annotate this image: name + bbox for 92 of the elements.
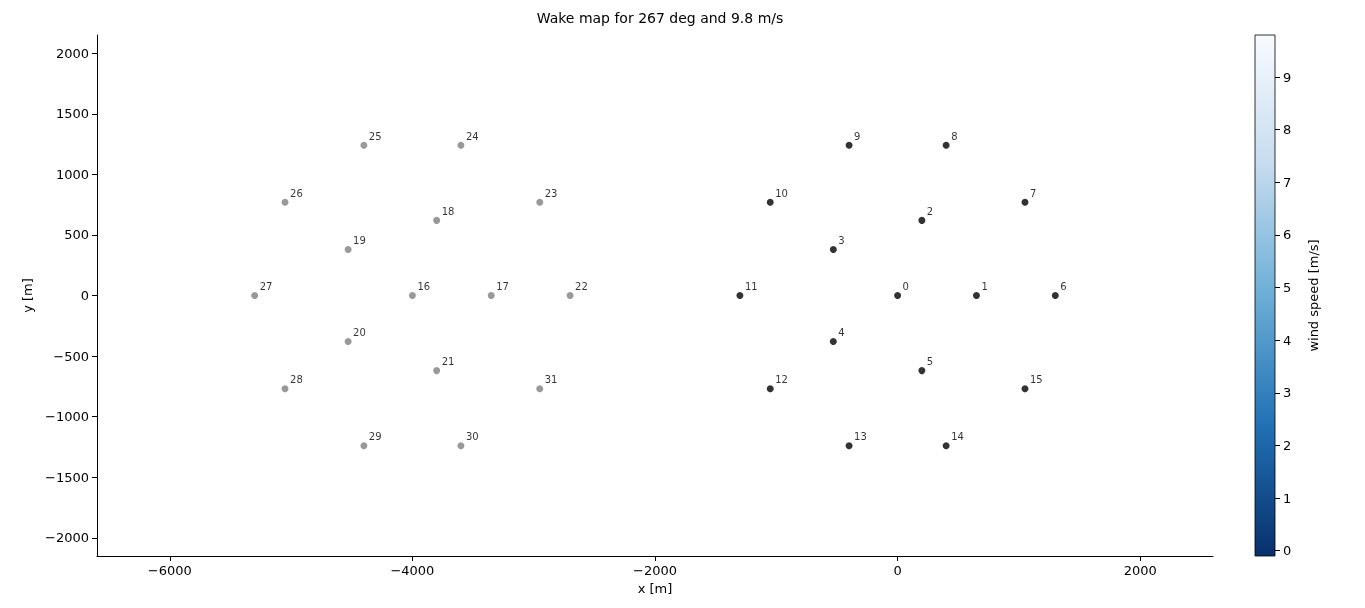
point <box>736 292 744 299</box>
annotation: 1 <box>981 281 988 292</box>
color-bar-label: 9 <box>1283 69 1292 85</box>
point <box>1021 385 1029 393</box>
x-tick-label: −2000 <box>633 563 677 578</box>
point <box>344 245 352 253</box>
annotation: 29 <box>368 431 382 443</box>
annotation: 2 <box>926 205 934 217</box>
x-tick-label: −6000 <box>147 563 192 578</box>
point <box>845 141 853 149</box>
annotation: 26 <box>290 187 303 199</box>
point <box>829 245 837 253</box>
point <box>360 442 368 450</box>
annotation: 13 <box>854 431 867 443</box>
annotation: 30 <box>465 431 479 443</box>
point <box>829 338 837 346</box>
point <box>360 141 368 149</box>
point <box>1051 292 1059 299</box>
annotation: 3 <box>838 234 845 246</box>
annotation: 0 <box>902 281 909 292</box>
point <box>408 292 416 299</box>
annotation: 31 <box>544 374 558 386</box>
point <box>251 292 259 299</box>
annotation: 22 <box>575 281 588 292</box>
annotation: 17 <box>496 281 509 292</box>
point <box>918 367 926 375</box>
annotation: 16 <box>417 281 431 292</box>
y-axis-title: y [m] <box>20 278 36 313</box>
annotation: 10 <box>775 187 788 199</box>
annotation: 7 <box>1029 187 1037 199</box>
y-tick-label: 1000 <box>55 166 89 182</box>
annotation: 5 <box>926 356 934 368</box>
annotation: 18 <box>441 205 455 217</box>
point <box>918 216 926 224</box>
point <box>487 292 495 299</box>
annotation: 14 <box>951 431 964 443</box>
color-bar-label: 6 <box>1283 227 1292 243</box>
y-tick-label: −500 <box>53 348 89 364</box>
annotation: 24 <box>465 130 479 142</box>
annotation: 28 <box>290 374 303 386</box>
point <box>536 385 544 393</box>
color-bar-title: wind speed [m/s] <box>1306 239 1321 352</box>
y-tick-label: −2000 <box>45 530 89 546</box>
color-bar-label: 5 <box>1283 280 1292 296</box>
point <box>281 198 289 206</box>
annotation: 12 <box>775 374 788 386</box>
y-tick-label: 500 <box>64 227 89 243</box>
color-bar-label: 8 <box>1283 122 1292 138</box>
point <box>536 198 544 206</box>
y-tick-label: 2000 <box>55 45 89 61</box>
point <box>972 292 980 299</box>
x-tick-label: 0 <box>893 563 902 578</box>
point <box>281 385 289 393</box>
point <box>766 198 774 206</box>
annotation: 19 <box>353 234 366 246</box>
annotation: 25 <box>368 130 382 142</box>
point <box>457 442 465 450</box>
point <box>845 442 853 450</box>
x-tick-label: −4000 <box>390 563 435 578</box>
point <box>457 141 465 149</box>
x-tick-label: 2000 <box>1123 563 1157 578</box>
y-tick-label: −1500 <box>45 469 89 485</box>
color-bar-label: 0 <box>1283 543 1292 559</box>
annotation: 11 <box>744 281 758 292</box>
y-tick-label: 0 <box>80 288 89 303</box>
annotation: 15 <box>1029 374 1043 386</box>
y-tick-label: 1500 <box>55 106 89 122</box>
color-bar-label: 7 <box>1283 174 1292 190</box>
annotation: 21 <box>441 356 455 368</box>
annotation: 20 <box>353 327 366 339</box>
annotation: 27 <box>259 281 273 292</box>
point <box>433 216 441 224</box>
point <box>344 338 352 346</box>
annotation: 8 <box>951 130 958 142</box>
annotation: 23 <box>544 187 558 199</box>
chart-title: Wake map for 267 deg and 9.8 m/s <box>536 10 784 26</box>
point <box>942 141 950 149</box>
point <box>433 367 441 375</box>
point <box>566 292 574 299</box>
point <box>942 442 950 450</box>
color-bar-label: 2 <box>1283 437 1292 453</box>
color-bar-label: 4 <box>1283 332 1292 348</box>
point <box>894 292 902 299</box>
annotation: 4 <box>838 327 845 339</box>
color-bar-label: 3 <box>1283 385 1292 401</box>
annotation: 9 <box>854 130 861 142</box>
point <box>1021 198 1029 206</box>
point <box>766 385 774 393</box>
x-axis-title: x [m] <box>637 580 673 596</box>
annotation: 6 <box>1060 281 1067 292</box>
y-tick-label: −1000 <box>45 409 89 425</box>
color-bar-label: 1 <box>1283 490 1292 506</box>
